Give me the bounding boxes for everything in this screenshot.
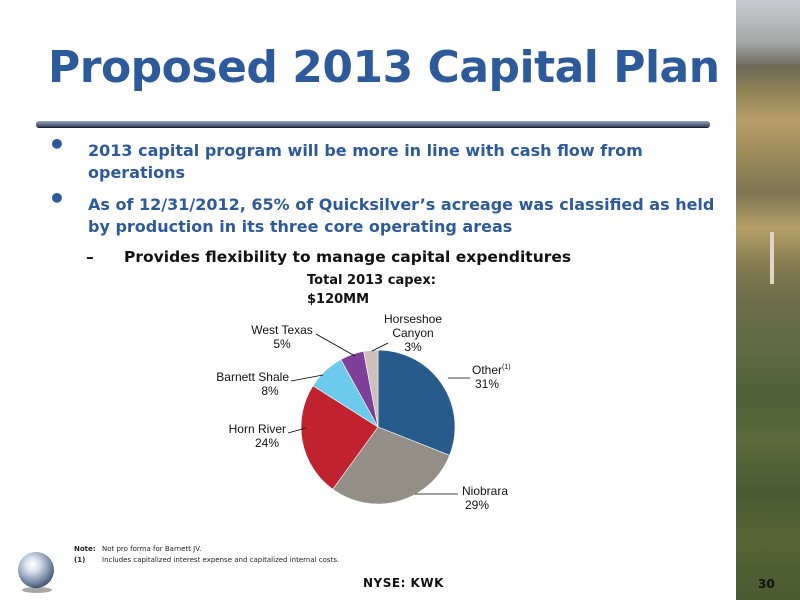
footnote: Note: Not pro forma for Barnett JV. xyxy=(74,544,339,555)
pie-slice-niobrara xyxy=(332,426,450,505)
bullet-text: 2013 capital program will be more in lin… xyxy=(88,141,643,182)
pie-slice-horn-river xyxy=(300,385,379,490)
footnote: (1) Includes capitalized interest expense… xyxy=(74,555,339,566)
sub-bullet-item: – Provides flexibility to manage capital… xyxy=(36,246,726,268)
chart-title: Total 2013 capex: $120MM xyxy=(307,271,436,309)
pie-slices xyxy=(300,349,456,505)
slice-label: Barnett Shale 8% xyxy=(216,370,289,398)
ticker-footer: NYSE: KWK xyxy=(363,576,444,590)
footnotes: Note: Not pro forma for Barnett JV. (1) In… xyxy=(74,544,339,566)
leader-line xyxy=(315,333,356,357)
bullet-dot-icon: • xyxy=(48,182,66,215)
slice-label: Horn River 24% xyxy=(229,422,286,450)
dash-icon: – xyxy=(86,248,94,266)
page-number: 30 xyxy=(758,577,775,591)
bullet-dot-icon: • xyxy=(48,128,66,161)
bullet-text: As of 12/31/2012, 65% of Quicksilver’s a… xyxy=(88,195,715,236)
slice-label: West Texas 5% xyxy=(251,323,313,351)
slice-label: Horseshoe Canyon 3% xyxy=(384,312,442,354)
pie-slice-horseshoe-canyon xyxy=(363,349,379,428)
chart-title-line2: $120MM xyxy=(307,292,370,307)
drilling-rig-image xyxy=(770,232,774,284)
sub-bullet-text: Provides flexibility to manage capital e… xyxy=(124,248,572,266)
slice-label: Other(1) 31% xyxy=(472,363,511,391)
footnote-text: Includes capitalized interest expense an… xyxy=(102,556,340,564)
bullet-list: • 2013 capital program will be more in l… xyxy=(36,131,726,268)
landscape-photo xyxy=(736,0,800,600)
title-divider xyxy=(36,121,710,127)
footnote-key: (1) xyxy=(74,556,86,564)
logo-shadow xyxy=(22,587,52,593)
slide-title: Proposed 2013 Capital Plan xyxy=(48,42,720,93)
leader-line xyxy=(371,342,389,352)
bullet-item: • 2013 capital program will be more in l… xyxy=(36,131,726,184)
slice-label: Niobrara 29% xyxy=(462,484,508,512)
leader-line xyxy=(290,374,324,382)
bullet-item: • As of 12/31/2012, 65% of Quicksilver’s… xyxy=(36,185,726,238)
leader-line xyxy=(287,427,307,434)
footnote-key: Note: xyxy=(74,545,96,553)
footnote-text: Not pro forma for Barnett JV. xyxy=(102,545,202,553)
pie-slice-other xyxy=(377,349,456,456)
pie-labels: Other(1) 31% Niobrara 29% Horn River 24% Barne… xyxy=(216,312,510,512)
company-logo-globe-icon xyxy=(18,552,54,588)
chart-title-line1: Total 2013 capex: xyxy=(307,273,436,288)
